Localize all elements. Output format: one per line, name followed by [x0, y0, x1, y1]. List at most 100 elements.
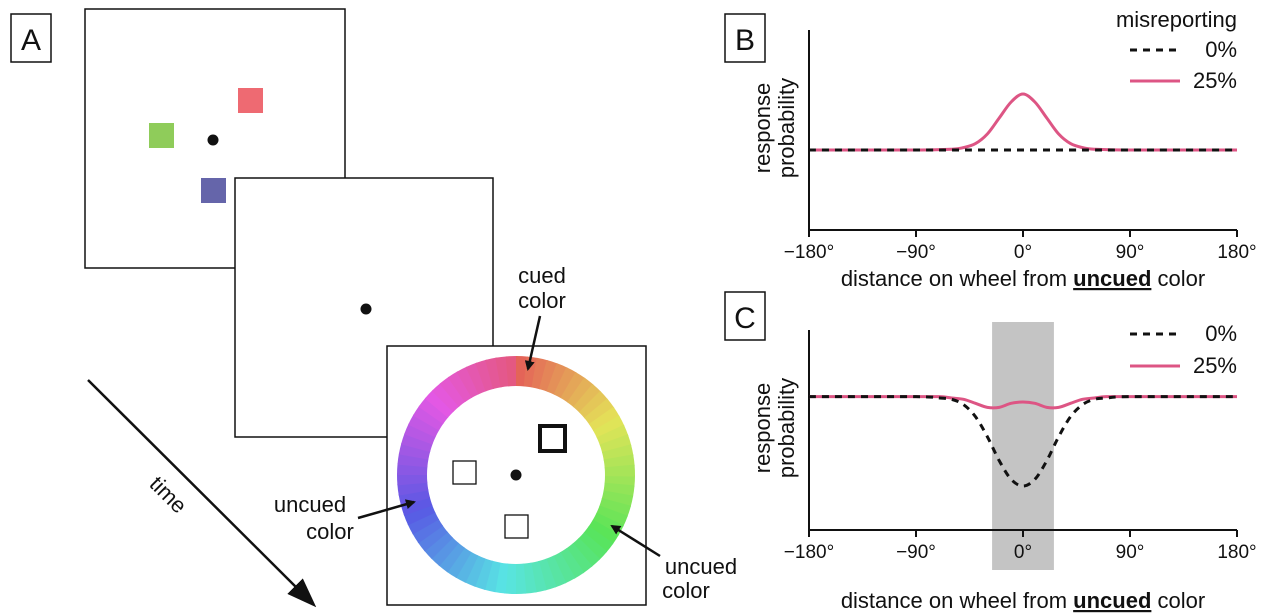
plot-area — [808, 92, 1238, 152]
panel-b: B response probability −180° −90° 0° 90° 180… — [724, 7, 1257, 291]
y-axis-label: response — [750, 383, 775, 474]
red-square — [238, 88, 263, 113]
color-wheel-segment — [603, 482, 635, 498]
panel-a-label-box — [10, 13, 52, 63]
color-wheel — [397, 356, 635, 594]
legend-label-25pct: 25% — [1193, 353, 1237, 378]
stimulus-frame-1 — [84, 8, 346, 269]
color-wheel-segment — [447, 371, 473, 403]
fixation-dot — [360, 303, 372, 315]
color-wheel-segment — [599, 434, 632, 454]
y-axis-label: probability — [774, 78, 799, 178]
color-wheel-segment — [404, 423, 436, 445]
time-arrow — [87, 379, 317, 608]
color-wheel-segment — [539, 360, 559, 392]
uncued-location-square — [504, 514, 529, 539]
color-wheel-segment — [407, 511, 439, 535]
x-tick-label: 0° — [1014, 242, 1032, 263]
color-wheel-segment — [588, 519, 620, 545]
uncued-color-arrow-right — [610, 524, 661, 558]
color-wheel-segment — [397, 481, 429, 496]
color-wheel-segment — [465, 362, 487, 395]
stimulus-frame-2 — [234, 177, 494, 438]
color-wheel-segment — [430, 537, 459, 567]
color-wheel-segment — [464, 555, 486, 587]
uncued-color-label-left: uncued — [274, 492, 346, 517]
color-wheel-segment — [412, 518, 444, 544]
color-wheel-segment — [588, 406, 620, 432]
legend-label-0pct: 0% — [1205, 321, 1237, 346]
time-label: time — [145, 471, 192, 518]
color-wheel-segment — [560, 371, 586, 403]
uncued-color-arrow-left — [357, 499, 416, 520]
color-wheel-segment — [418, 397, 449, 424]
color-wheel-segment — [403, 504, 436, 526]
color-wheel-segment — [567, 377, 594, 408]
color-wheel-segment — [455, 551, 479, 583]
color-wheel-segment — [424, 389, 454, 418]
color-wheel-segment — [505, 356, 518, 387]
color-wheel-segment — [596, 424, 629, 446]
color-wheel-segment — [400, 496, 433, 516]
fixation-dot — [207, 134, 219, 146]
color-wheel-segment — [566, 543, 593, 574]
color-wheel-segment — [493, 562, 509, 594]
color-wheel-segment — [593, 415, 625, 439]
x-tick-label: −180° — [784, 242, 834, 263]
color-wheel-segment — [553, 367, 577, 399]
color-wheel-segment — [438, 542, 465, 573]
color-wheel-segment — [601, 490, 634, 508]
color-wheel-segment — [397, 452, 429, 468]
cued-location-square — [538, 424, 567, 453]
x-tick-label: 0° — [1014, 542, 1032, 563]
y-axis-label: response — [750, 83, 775, 174]
color-wheel-segment — [483, 560, 501, 593]
legend-title: misreporting — [1116, 7, 1237, 32]
uncued-color-label-left: color — [306, 519, 354, 544]
color-wheel-segment — [398, 442, 431, 460]
color-wheel-segment — [417, 525, 448, 552]
color-wheel-segment — [401, 432, 433, 452]
color-wheel-segment — [573, 383, 602, 413]
plot-area — [808, 395, 1238, 488]
series-line-25pct — [808, 92, 1238, 152]
color-wheel-segment — [412, 405, 444, 431]
color-wheel-segment — [578, 390, 609, 419]
color-wheel-segment — [596, 505, 628, 527]
x-axis-label: distance on wheel from uncued color — [841, 266, 1205, 291]
panel-c-label: C — [734, 302, 756, 335]
color-wheel-segment — [446, 547, 472, 579]
panel-c-label-box — [724, 291, 766, 341]
color-wheel-segment — [431, 382, 460, 413]
color-wheel-segment — [514, 563, 527, 594]
shaded-region — [992, 322, 1054, 570]
color-wheel-segment — [578, 532, 608, 561]
color-wheel-segment — [583, 526, 614, 553]
x-axis-ticks: −180° −90° 0° 90° 180° — [784, 530, 1257, 563]
color-wheel-segment — [603, 454, 635, 469]
green-square — [149, 123, 174, 148]
fixation-dot — [510, 469, 522, 481]
color-wheel-segment — [439, 376, 466, 407]
color-wheel-segment — [559, 547, 585, 579]
x-tick-label: −90° — [896, 542, 936, 563]
legend: misreporting 0% 25% — [1116, 7, 1237, 93]
series-line-25pct — [809, 395, 1237, 410]
legend-label-25pct: 25% — [1193, 68, 1237, 93]
color-wheel-segment — [572, 537, 601, 568]
cued-color-label: color — [518, 288, 566, 313]
color-wheel-segment — [584, 398, 615, 425]
blue-square — [201, 178, 226, 203]
x-axis-ticks: −180° −90° 0° 90° 180° — [784, 230, 1257, 263]
x-tick-label: −180° — [784, 542, 834, 563]
color-wheel-segment — [423, 531, 454, 560]
color-wheel-segment — [495, 356, 510, 388]
x-tick-label: −90° — [896, 242, 936, 263]
cued-color-label: cued — [518, 263, 566, 288]
color-wheel-segment — [599, 498, 631, 518]
shaded-band — [992, 322, 1054, 570]
color-wheel-segment — [552, 552, 576, 584]
panel-a: A cued color uncued color — [10, 8, 737, 608]
color-wheel-segment — [408, 414, 440, 438]
